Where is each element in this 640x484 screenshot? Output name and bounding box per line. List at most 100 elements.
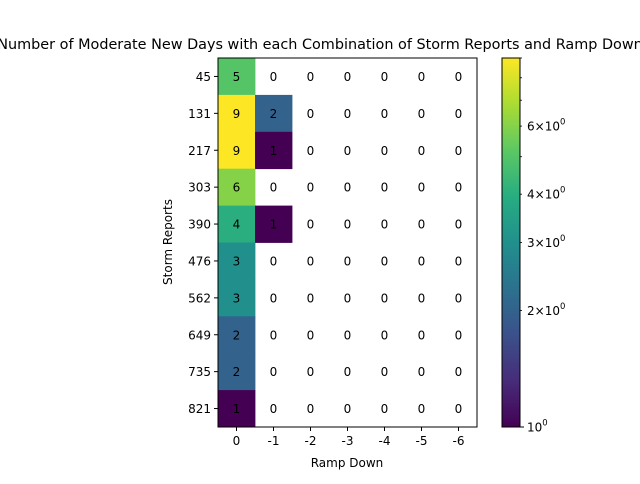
cell-value-label: 0 (344, 328, 352, 342)
cell-value-label: 0 (381, 402, 389, 416)
heatmap-cell (218, 168, 256, 206)
x-tick-label: -1 (268, 434, 280, 448)
heatmap-cell (218, 316, 256, 354)
cell-value-label: 6 (233, 181, 241, 195)
cell-value-label: 0 (307, 144, 315, 158)
colorbar-tick-label: 3×100 (527, 234, 565, 250)
cell-value-label: 0 (307, 402, 315, 416)
y-tick-label: 390 (188, 218, 211, 232)
cell-value-label: 0 (455, 144, 463, 158)
cell-value-label: 0 (455, 328, 463, 342)
cell-value-label: 0 (270, 291, 278, 305)
cell-value-label: 0 (418, 254, 426, 268)
cell-value-label: 0 (270, 328, 278, 342)
cell-value-label: 0 (418, 218, 426, 232)
heatmap-cell (218, 131, 256, 170)
cell-value-label: 1 (270, 218, 278, 232)
cell-value-label: 0 (381, 328, 389, 342)
x-tick-label: -4 (379, 434, 391, 448)
cell-value-label: 0 (307, 70, 315, 84)
y-tick-label: 735 (188, 365, 211, 379)
heatmap-cell (255, 205, 293, 243)
cell-value-label: 0 (455, 402, 463, 416)
cell-value-label: 0 (381, 70, 389, 84)
y-axis-label: Storm Reports (161, 199, 175, 285)
y-tick-label: 562 (188, 291, 211, 305)
cell-value-label: 0 (418, 144, 426, 158)
cell-value-label: 1 (270, 144, 278, 158)
cell-value-label: 0 (344, 365, 352, 379)
y-tick-label: 649 (188, 328, 211, 342)
cell-value-label: 0 (344, 181, 352, 195)
chart-title: Number of Moderate New Days with each Co… (0, 37, 640, 53)
colorbar-tick-label: 100 (527, 419, 548, 435)
cell-value-label: 0 (455, 70, 463, 84)
cell-value-label: 0 (381, 107, 389, 121)
cell-value-label: 5 (233, 70, 241, 84)
cell-value-label: 0 (344, 291, 352, 305)
cell-value-label: 2 (270, 107, 278, 121)
heatmap-cell (255, 94, 293, 133)
cell-value-label: 0 (344, 254, 352, 268)
heatmap-cell (218, 390, 256, 428)
cell-value-label: 0 (307, 181, 315, 195)
heatmap-cell (218, 205, 256, 243)
y-tick-label: 217 (188, 144, 211, 158)
cell-value-label: 0 (307, 291, 315, 305)
cell-value-label: 0 (270, 365, 278, 379)
cell-value-label: 2 (233, 365, 241, 379)
cell-value-label: 0 (307, 218, 315, 232)
cell-value-label: 0 (381, 181, 389, 195)
cell-value-label: 0 (381, 254, 389, 268)
cell-value-label: 0 (307, 254, 315, 268)
cell-value-label: 0 (418, 70, 426, 84)
cell-value-label: 0 (307, 107, 315, 121)
x-tick-label: -2 (305, 434, 317, 448)
y-tick-label: 476 (188, 254, 211, 268)
x-tick-label: -6 (453, 434, 465, 448)
cell-value-label: 0 (418, 328, 426, 342)
cell-value-label: 0 (344, 144, 352, 158)
y-tick-label: 821 (188, 402, 211, 416)
heatmap-cell (218, 353, 256, 391)
heatmap-cell (218, 242, 256, 280)
cell-value-label: 3 (233, 254, 241, 268)
cell-value-label: 0 (344, 70, 352, 84)
cell-value-label: 0 (381, 144, 389, 158)
colorbar-tick-label: 6×100 (527, 118, 565, 134)
x-tick-label: 0 (233, 434, 241, 448)
cell-value-label: 0 (418, 181, 426, 195)
cell-value-label: 2 (233, 328, 241, 342)
cell-value-label: 4 (233, 218, 241, 232)
cell-value-label: 1 (233, 402, 241, 416)
cell-value-label: 0 (344, 402, 352, 416)
cell-value-label: 0 (418, 365, 426, 379)
x-tick-label: -5 (416, 434, 428, 448)
cell-value-label: 0 (455, 181, 463, 195)
cell-value-label: 0 (455, 107, 463, 121)
cell-value-label: 0 (418, 402, 426, 416)
cell-value-label: 0 (455, 254, 463, 268)
colorbar (501, 57, 521, 428)
heatmap-cell (218, 279, 256, 317)
cell-value-label: 9 (233, 107, 241, 121)
heatmap-cell (218, 58, 256, 96)
x-axis-label: Ramp Down (311, 456, 384, 470)
cell-value-label: 0 (381, 218, 389, 232)
cell-value-label: 0 (270, 254, 278, 268)
cell-value-label: 0 (270, 70, 278, 84)
cell-value-label: 0 (455, 365, 463, 379)
cell-value-label: 0 (344, 218, 352, 232)
cell-value-label: 0 (270, 181, 278, 195)
cell-value-label: 0 (381, 365, 389, 379)
heatmap-cell (218, 94, 256, 133)
heatmap-cell (255, 131, 293, 170)
cell-value-label: 0 (307, 328, 315, 342)
y-tick-label: 131 (188, 107, 211, 121)
cell-value-label: 9 (233, 144, 241, 158)
cell-value-label: 0 (381, 291, 389, 305)
cell-value-label: 0 (418, 291, 426, 305)
x-tick-label: -3 (342, 434, 354, 448)
